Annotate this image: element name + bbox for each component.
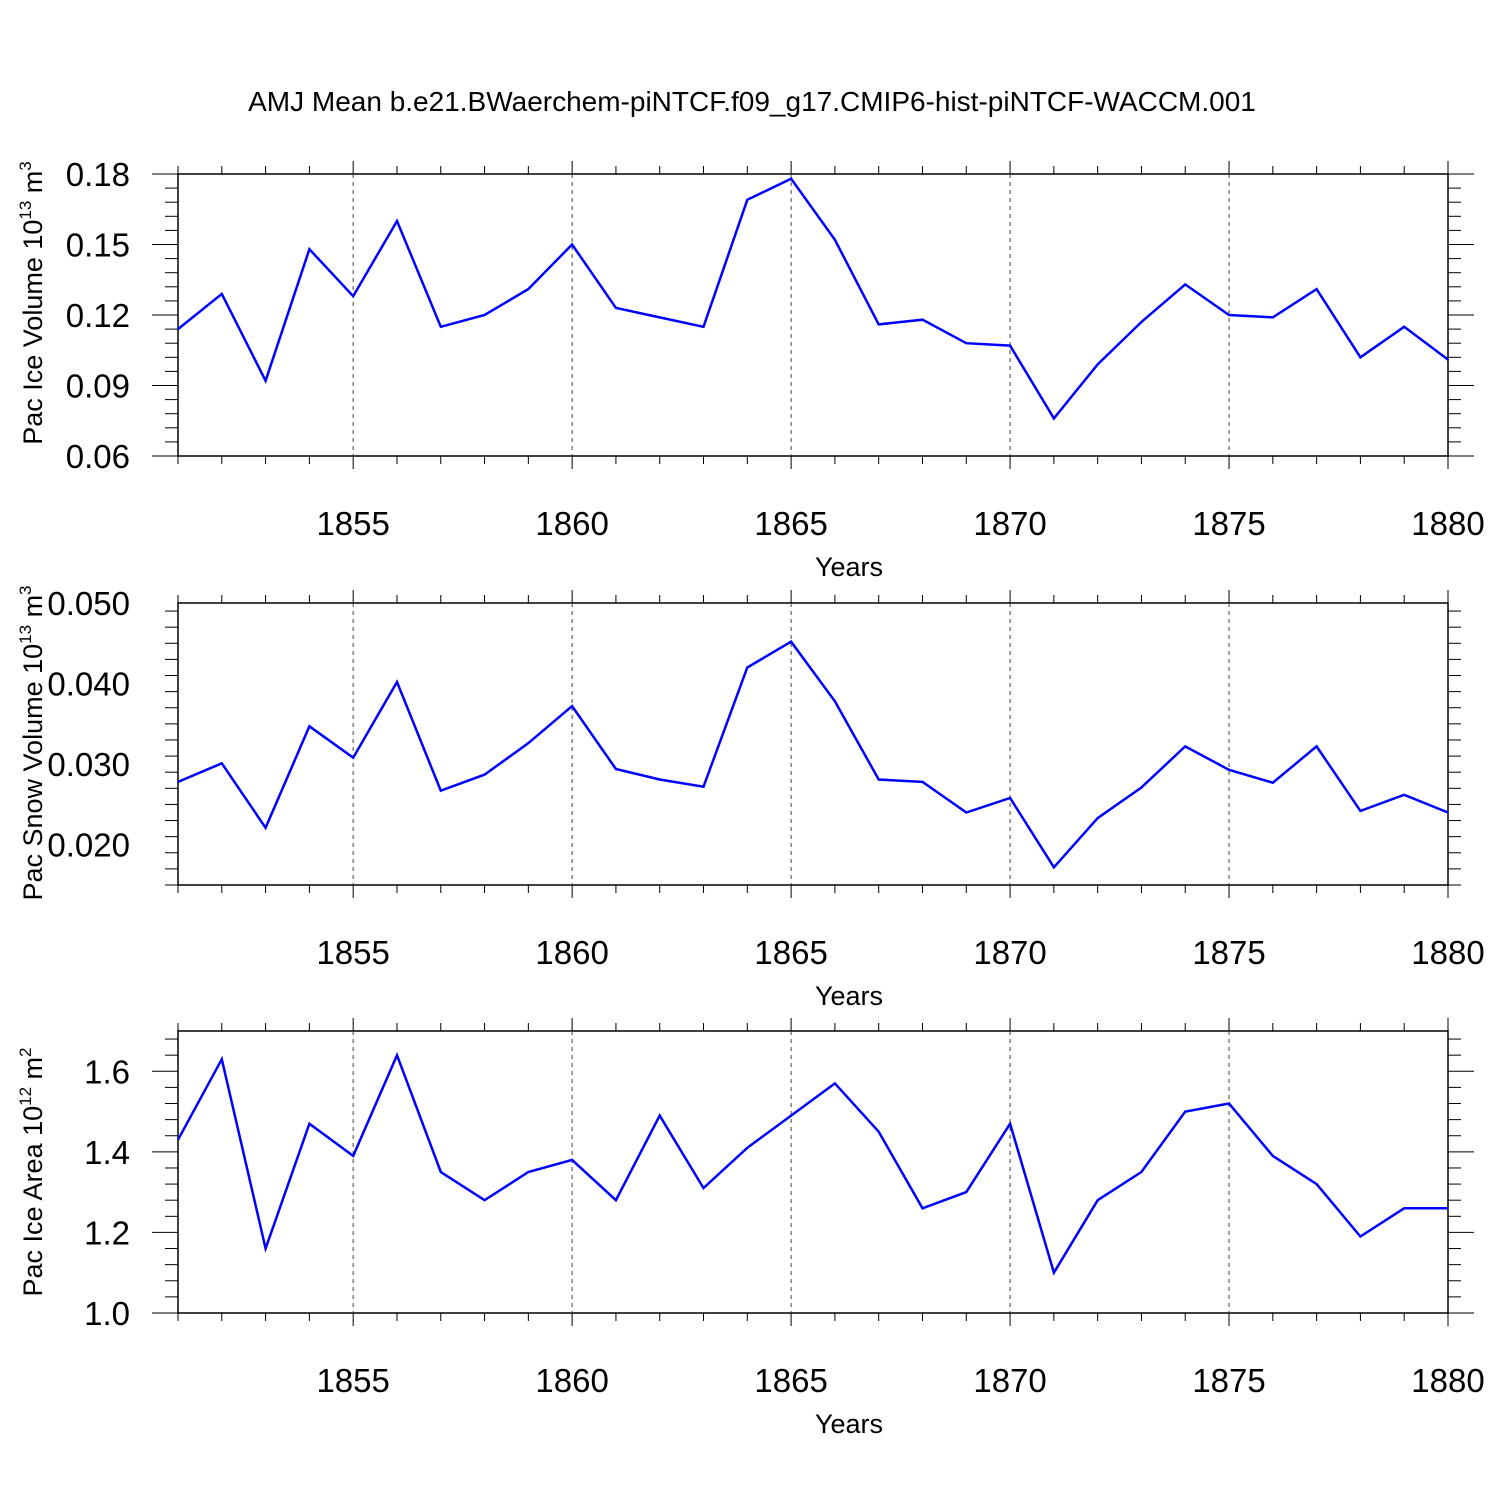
x-tick-label: 1880 xyxy=(1411,1362,1484,1399)
y-tick-label: 0.09 xyxy=(66,368,130,405)
x-tick-label: 1865 xyxy=(754,1362,827,1399)
figure-title: AMJ Mean b.e21.BWaerchem-piNTCF.f09_g17.… xyxy=(248,86,1256,117)
series-line xyxy=(177,177,1449,421)
plot-frame xyxy=(177,1030,1449,1314)
x-tick-label: 1855 xyxy=(316,505,389,542)
x-tick-label: 1875 xyxy=(1192,1362,1265,1399)
y-tick-label: 0.06 xyxy=(66,438,130,475)
x-tick-label: 1870 xyxy=(973,1362,1046,1399)
x-tick-label: 1870 xyxy=(973,505,1046,542)
plot-frame xyxy=(177,602,1449,886)
y-axis-label: Pac Ice Area 1012 m2 xyxy=(16,1047,48,1296)
y-tick-label: 1.0 xyxy=(84,1295,130,1332)
series-line xyxy=(176,1051,1448,1276)
series-line xyxy=(177,640,1449,870)
x-tick-label: 1860 xyxy=(535,934,608,971)
y-tick-label: 0.050 xyxy=(47,585,130,622)
y-tick-label: 0.12 xyxy=(66,297,130,334)
x-axis-label: Years xyxy=(815,981,883,1011)
x-tick-label: 1880 xyxy=(1411,934,1484,971)
x-tick-label: 1855 xyxy=(316,934,389,971)
x-axis-label: Years xyxy=(815,552,883,582)
y-axis-label: Pac Ice Volume 1013 m3 xyxy=(16,161,48,445)
x-tick-label: 1865 xyxy=(754,505,827,542)
y-tick-label: 1.2 xyxy=(84,1214,130,1251)
x-tick-label: 1865 xyxy=(754,934,827,971)
x-axis-label: Years xyxy=(815,1409,883,1439)
x-tick-label: 1860 xyxy=(535,505,608,542)
chart-panel-2: 0.020 0.030 0.040 0.050 1855 1860 1865 1870 1875… xyxy=(16,585,1485,1011)
y-tick-label: 1.4 xyxy=(84,1134,130,1171)
x-tick-label: 1875 xyxy=(1192,505,1265,542)
x-tick-label: 1880 xyxy=(1411,505,1484,542)
y-axis-label: Pac Snow Volume 1013 m3 xyxy=(16,585,48,900)
y-tick-label: 1.6 xyxy=(84,1053,130,1090)
chart-panel-1: 0.06 0.09 0.12 0.15 0.18 1855 1860 1865 1870 1875… xyxy=(16,156,1485,582)
y-tick-label: 0.18 xyxy=(66,156,130,193)
x-tick-label: 1870 xyxy=(973,934,1046,971)
y-tick-label: 0.030 xyxy=(47,746,130,783)
y-tick-label: 0.020 xyxy=(47,827,130,864)
plot-frame xyxy=(177,173,1449,457)
x-tick-label: 1860 xyxy=(535,1362,608,1399)
chart-panel-3: 1.0 1.2 1.4 1.6 1855 1860 1865 1870 1875 1880 Year… xyxy=(16,1018,1485,1439)
y-tick-label: 0.040 xyxy=(47,666,130,703)
x-tick-label: 1855 xyxy=(316,1362,389,1399)
x-tick-label: 1875 xyxy=(1192,934,1265,971)
y-tick-label: 0.15 xyxy=(66,227,130,264)
